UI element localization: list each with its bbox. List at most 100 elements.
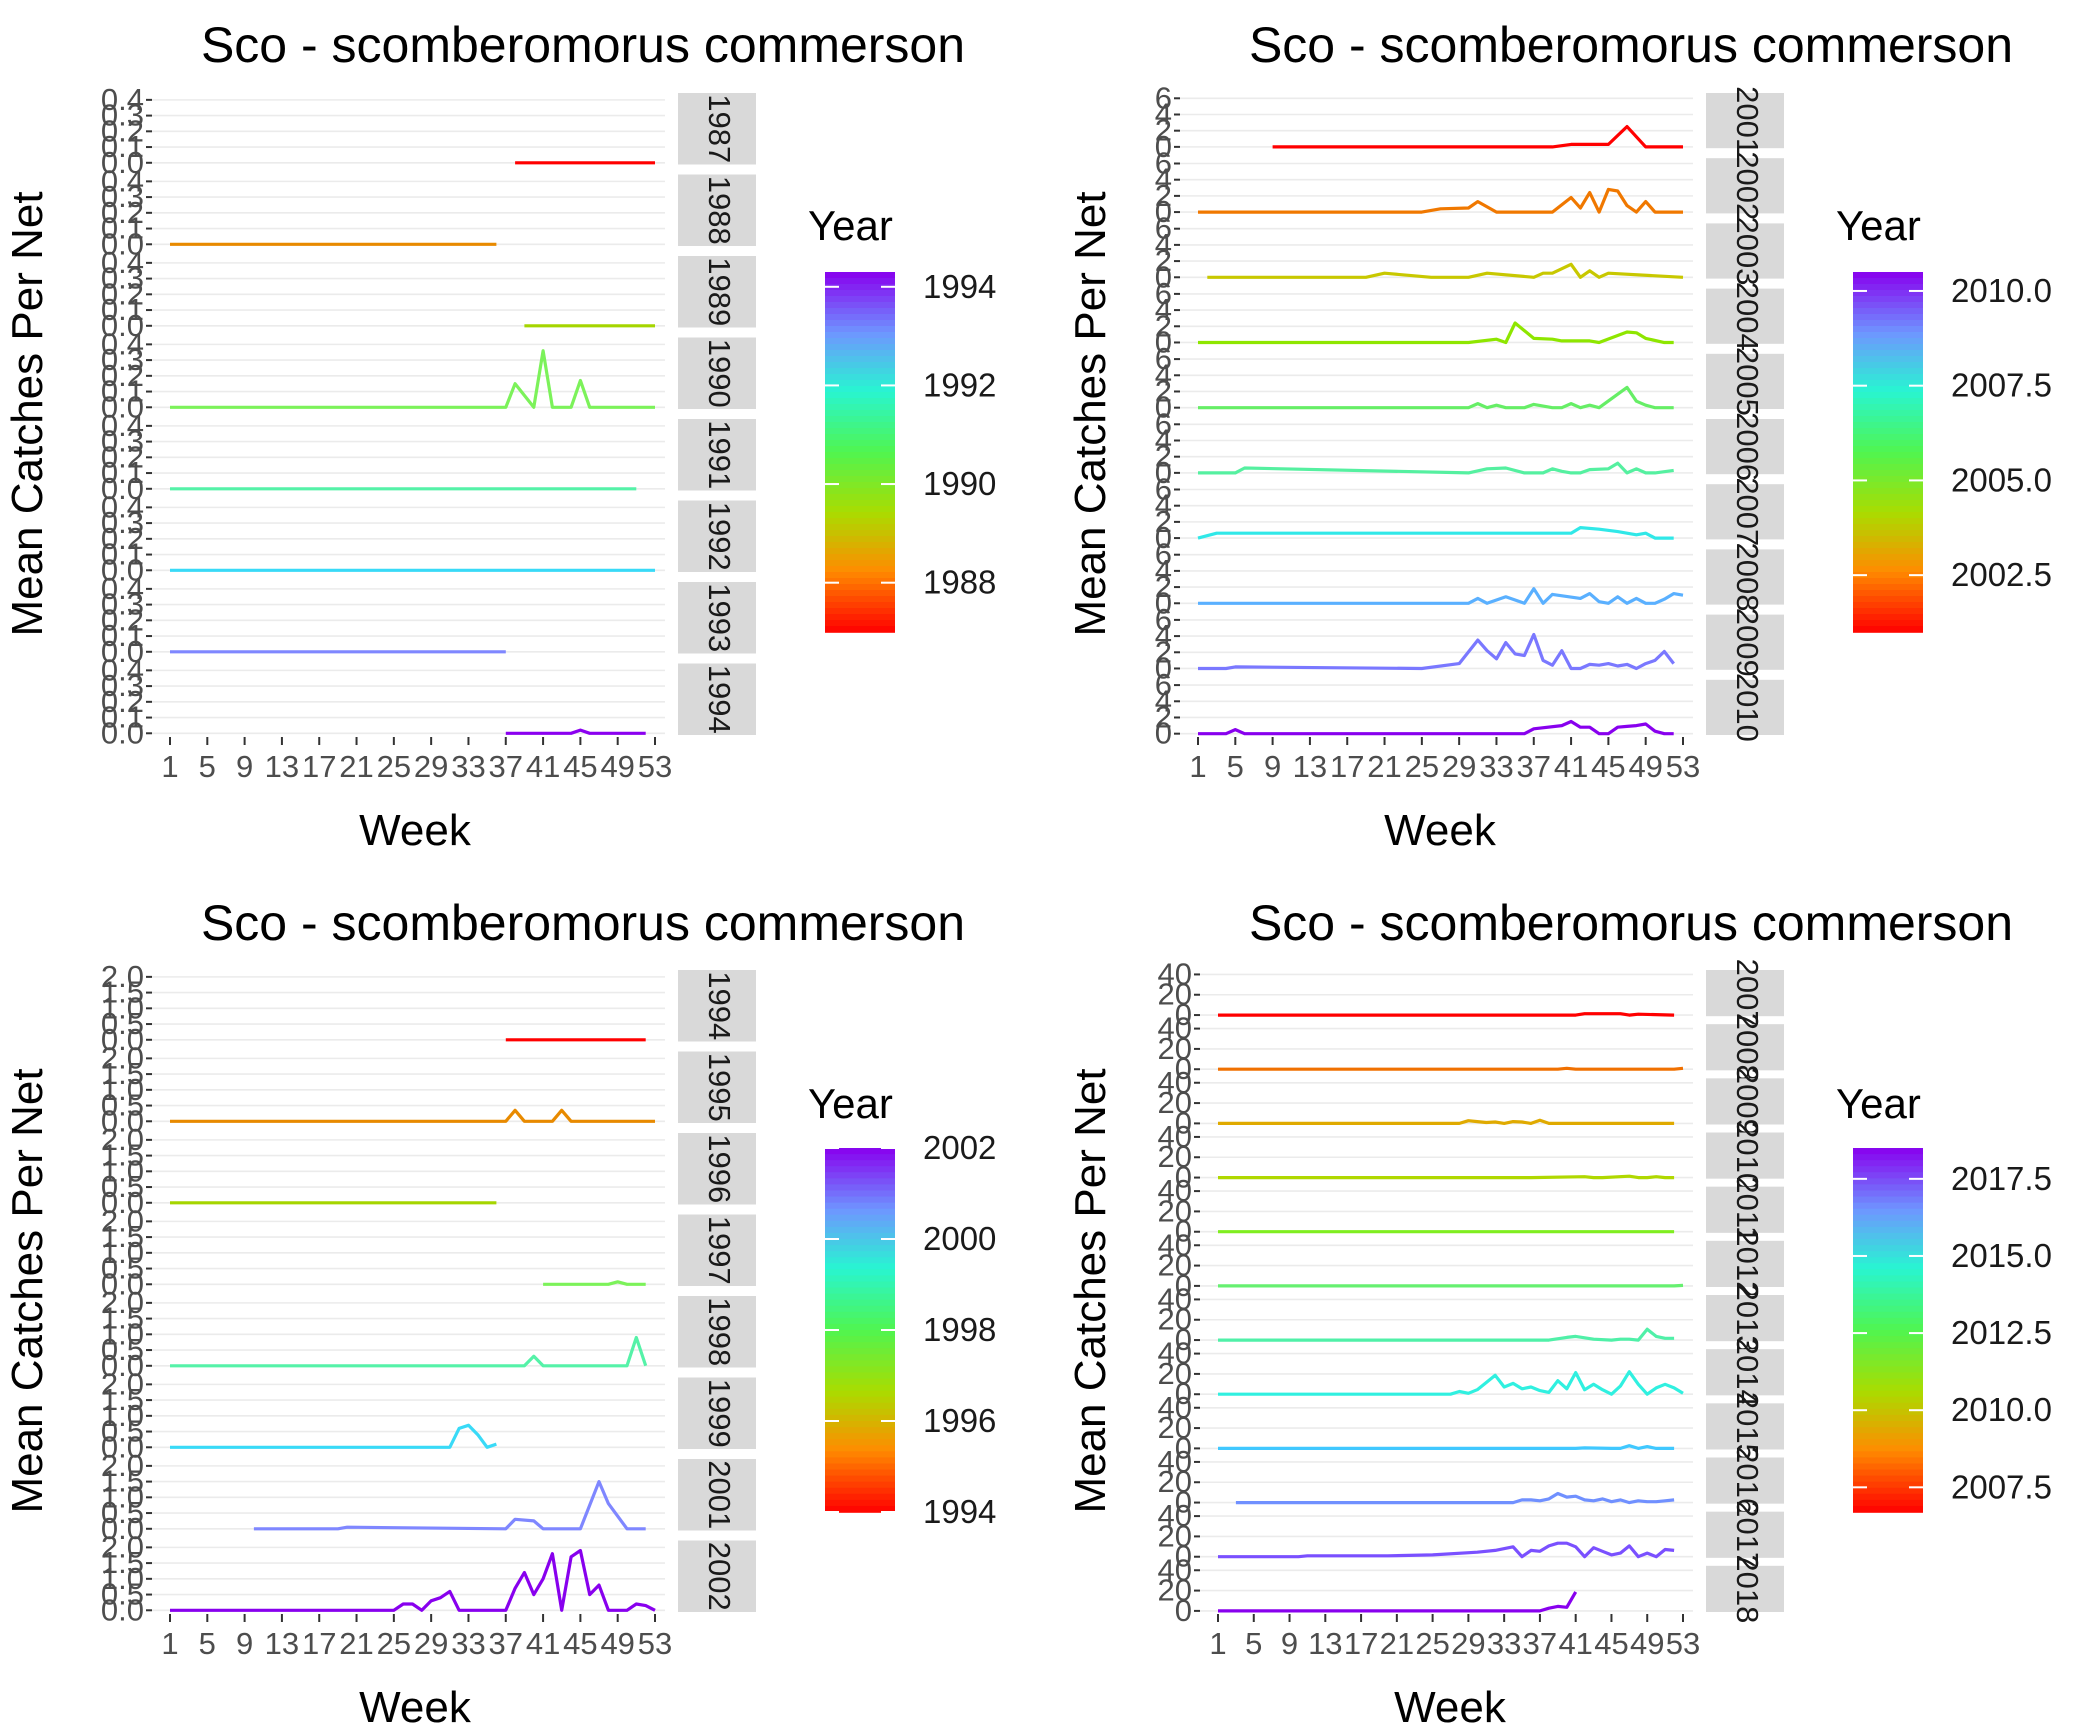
legend-color-step: [1853, 1226, 1923, 1234]
legend-color-step: [825, 362, 895, 369]
legend-color-step: [825, 476, 895, 483]
legend-color-step: [1853, 422, 1923, 429]
x-tick-label: 1: [1189, 749, 1206, 784]
panel-strip: [678, 1133, 756, 1205]
y-tick-label: 0.3: [101, 505, 144, 540]
legend-color-step: [825, 290, 895, 297]
series-line-2001: [1272, 125, 1683, 149]
legend-color-step: [1853, 1311, 1923, 1319]
legend-color-step: [1853, 308, 1923, 315]
y-tick-label: 0: [1155, 390, 1172, 425]
series-line-1995: [170, 1108, 655, 1123]
y-axis-title: Mean Catches Per Net: [1066, 191, 1115, 636]
y-tick-label: 0: [1155, 259, 1172, 294]
legend-color-step: [1853, 1469, 1923, 1477]
legend-color-step: [825, 422, 895, 429]
x-tick-label: 53: [1666, 749, 1700, 784]
panel-strip-label: 2014: [1730, 1338, 1765, 1407]
series-line-1994: [505, 728, 646, 735]
x-tick-label: 13: [1293, 749, 1327, 784]
x-tick-label: 5: [1245, 1626, 1262, 1661]
x-tick-label: 25: [1415, 1626, 1449, 1661]
x-axis: 1 5 9 13 17 21 25 29 33 37 41 45 49 53: [161, 737, 672, 784]
y-tick-label: 0.2: [101, 521, 144, 556]
y-tick-label: 0.0: [101, 1348, 144, 1383]
x-tick-label: 33: [451, 1626, 485, 1661]
y-tick-label: 1.5: [101, 1464, 144, 1499]
legend-color-step: [1853, 1342, 1923, 1349]
panel-strip-label: 2010: [1730, 1121, 1765, 1190]
panel-strip-label: 2009: [1730, 1067, 1765, 1136]
legend-color-step: [1853, 296, 1923, 303]
panel-strip: [1706, 614, 1784, 670]
y-tick-label: 0.0: [101, 1103, 144, 1138]
y-tick-label: 0: [1155, 585, 1172, 620]
legend-color-step: [1853, 542, 1923, 549]
legend-color-step: [825, 296, 895, 303]
x-tick-label: 41: [526, 1626, 560, 1661]
y-tick-label: 0.0: [101, 471, 144, 506]
legend-color-step: [825, 446, 895, 453]
y-tick-label: 1.5: [101, 975, 144, 1010]
x-tick-label: 5: [199, 1626, 216, 1661]
legend: Year 2002 2000 1998 1996 1994: [808, 1080, 996, 1530]
y-tick-label: 4: [1155, 292, 1172, 327]
y-tick-label: 0.2: [101, 195, 144, 230]
legend-color-step: [1853, 386, 1923, 393]
panel-1993: 0.00.10.20.30.4 1993: [101, 571, 756, 669]
legend-color-step: [825, 536, 895, 543]
y-tick-label: 0.3: [101, 668, 144, 703]
y-tick-label: 2.0: [101, 1122, 144, 1157]
y-tick-label: 0: [1155, 650, 1172, 685]
legend-color-step: [825, 1305, 895, 1313]
legend-color-step: [825, 512, 895, 519]
y-tick-label: 4: [1155, 683, 1172, 718]
x-tick-label: 53: [638, 1626, 672, 1661]
legend-color-step: [1853, 1287, 1923, 1295]
panel-strip: [678, 174, 756, 246]
legend-color-step: [825, 380, 895, 387]
y-tick-label: 6: [1155, 211, 1172, 246]
panel-strip-label: 1988: [702, 176, 737, 245]
legend-tick-label: 2002.5: [1951, 556, 2052, 593]
series-line-2010: [1218, 1174, 1675, 1180]
legend: Year 1994 1992 1990 1988: [808, 202, 996, 633]
series-line-2012: [1218, 1283, 1684, 1288]
x-tick-label: 53: [638, 749, 672, 784]
panel-strip-label: 1995: [702, 1053, 737, 1122]
legend-tick-label: 2010.0: [1951, 1391, 2052, 1428]
y-tick-label: 20: [1158, 1410, 1192, 1445]
legend-color-step: [1853, 1202, 1923, 1210]
legend-color-step: [1853, 1178, 1923, 1186]
legend-color-step: [1853, 332, 1923, 339]
legend-tick-label: 1988: [923, 564, 996, 601]
legend-tick-label: 2012.5: [1951, 1314, 2052, 1351]
panel-strip-label: 2018: [1730, 1554, 1765, 1623]
legend-color-step: [825, 1154, 895, 1161]
y-tick-label: 6: [1155, 537, 1172, 572]
legend-color-step: [825, 1481, 895, 1489]
y-tick-label: 0.4: [101, 571, 144, 606]
legend-color-step: [1853, 596, 1923, 603]
y-tick-label: 0: [1175, 1268, 1192, 1303]
y-tick-label: 0.5: [101, 1495, 144, 1530]
legend-color-step: [825, 326, 895, 333]
series-line-2015: [1218, 1444, 1675, 1450]
x-tick-label: 9: [236, 1626, 253, 1661]
x-tick-label: 33: [1479, 749, 1513, 784]
panel-strip-label: 2002: [1730, 151, 1765, 220]
legend-color-step: [1853, 1184, 1923, 1192]
legend-title: Year: [808, 1080, 893, 1127]
series-line-2018: [1218, 1591, 1578, 1613]
legend-color-step: [1853, 1505, 1923, 1513]
legend-color-step: [825, 1239, 895, 1246]
legend-color-step: [1853, 554, 1923, 561]
series-line-1997: [543, 1280, 646, 1286]
y-tick-label: 6: [1155, 341, 1172, 376]
legend-color-step: [1853, 284, 1923, 291]
chart-title: Sco - scomberomorus commerson: [201, 895, 965, 951]
y-tick-label: 1.0: [101, 1153, 144, 1188]
legend-tick-label: 2005.0: [1951, 461, 2052, 498]
y-tick-label: 2: [1155, 699, 1172, 734]
